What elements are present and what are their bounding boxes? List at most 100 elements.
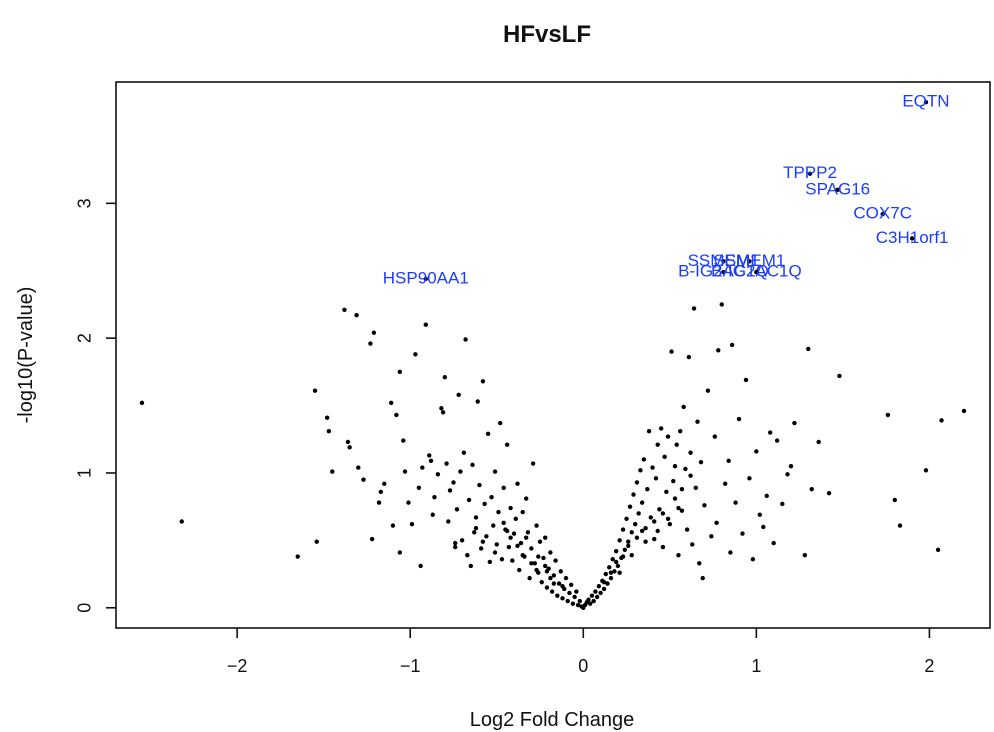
data-point [771,540,776,546]
data-point [743,377,749,383]
data-point [456,392,461,397]
data-point [432,495,437,500]
data-point [702,503,707,508]
data-point [482,501,487,507]
plot-frame [115,81,991,629]
data-point [312,388,318,393]
data-point [532,561,538,566]
data-point [617,538,622,543]
data-point [688,473,693,478]
data-point [492,550,498,555]
data-point [382,481,387,486]
gene-label: B-IG2AC1Q [711,262,802,281]
data-point [345,439,351,445]
gene-label: HSP90AA1 [383,268,469,287]
data-point [655,442,660,447]
data-point [388,400,394,406]
data-point [423,322,428,327]
data-point [518,540,524,546]
data-point [586,597,591,602]
data-point [785,472,790,477]
data-point [935,547,941,553]
data-point [529,561,534,566]
data-point [560,584,565,589]
data-point [577,598,583,604]
data-points [139,302,967,610]
data-point [326,428,332,434]
data-point [427,453,432,458]
data-point [501,520,506,526]
data-point [688,450,693,455]
data-point [728,550,733,555]
data-point [615,563,621,569]
data-point [629,530,634,535]
data-point [539,579,544,585]
data-point [406,500,411,505]
data-point [508,535,513,540]
data-point [837,373,842,379]
y-axis-label: -log10(P-value) [15,287,37,424]
data-point [657,507,662,512]
data-point [669,349,674,354]
data-point [501,485,506,490]
data-point [416,485,422,490]
data-point [631,492,636,497]
data-point [295,554,300,559]
data-point [537,539,543,544]
data-point [506,544,512,550]
data-point [409,521,415,527]
labeled-data-point [721,259,726,264]
data-point [330,469,335,474]
data-point [613,559,619,565]
data-point [477,482,482,488]
y-tick-label: 3 [75,198,95,208]
gene-label: EQTN [902,92,949,111]
data-point [939,418,944,423]
data-point [435,472,441,477]
data-point [568,582,574,588]
data-point [672,496,678,501]
data-point [480,379,486,384]
data-point [620,554,626,559]
data-point [662,454,667,459]
labeled-data-point [880,211,885,217]
data-point [639,528,645,534]
gene-label: C3H1orf1 [876,228,949,247]
gene-label: SSMEM1 [714,251,786,270]
data-point [660,511,666,516]
data-point [674,442,679,447]
data-point [574,589,579,594]
data-point [961,408,967,414]
data-point [678,428,683,434]
data-point [551,573,557,578]
data-point [453,544,458,550]
data-point [470,462,475,468]
data-point [314,539,319,544]
data-point [475,399,480,404]
data-point [806,346,811,352]
data-point [418,563,423,569]
data-point [652,519,657,524]
data-point [634,535,640,540]
x-tick-label: −1 [400,656,421,676]
data-point [683,466,688,472]
data-point [510,558,515,563]
data-point [575,602,581,608]
data-point [892,497,898,503]
data-point [826,490,832,496]
data-point [588,601,593,606]
data-point [563,575,569,581]
data-point [565,598,570,604]
data-point [527,575,532,581]
data-point [368,341,373,346]
data-point [394,412,399,418]
data-point [672,464,678,469]
data-point [555,593,560,598]
data-point [444,461,449,466]
data-point [653,476,659,481]
data-point [420,465,425,470]
data-point [591,598,596,604]
x-tick-label: −2 [227,656,248,676]
data-point [809,486,814,492]
